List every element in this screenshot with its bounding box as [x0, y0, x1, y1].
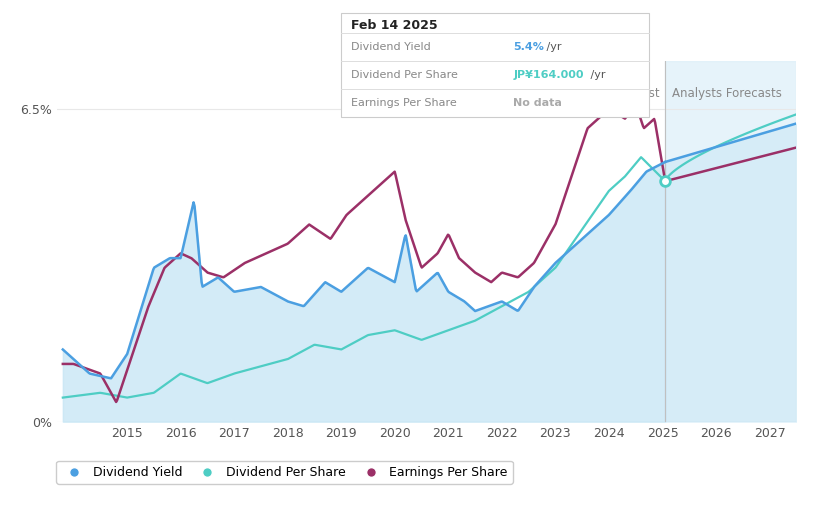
Text: 5.4%: 5.4%: [513, 42, 544, 52]
Bar: [665, 61, 796, 422]
Text: Analysts Forecasts: Analysts Forecasts: [672, 87, 782, 101]
Text: Earnings Per Share: Earnings Per Share: [351, 98, 456, 108]
Text: /yr: /yr: [587, 70, 606, 80]
Text: JP¥164.000: JP¥164.000: [513, 70, 584, 80]
Legend: Dividend Yield, Dividend Per Share, Earnings Per Share: Dividend Yield, Dividend Per Share, Earn…: [57, 461, 512, 484]
Text: Past: Past: [636, 87, 661, 101]
Text: /yr: /yr: [543, 42, 562, 52]
Text: Feb 14 2025: Feb 14 2025: [351, 19, 438, 32]
Text: No data: No data: [513, 98, 562, 108]
Text: Dividend Yield: Dividend Yield: [351, 42, 430, 52]
Text: Dividend Per Share: Dividend Per Share: [351, 70, 457, 80]
